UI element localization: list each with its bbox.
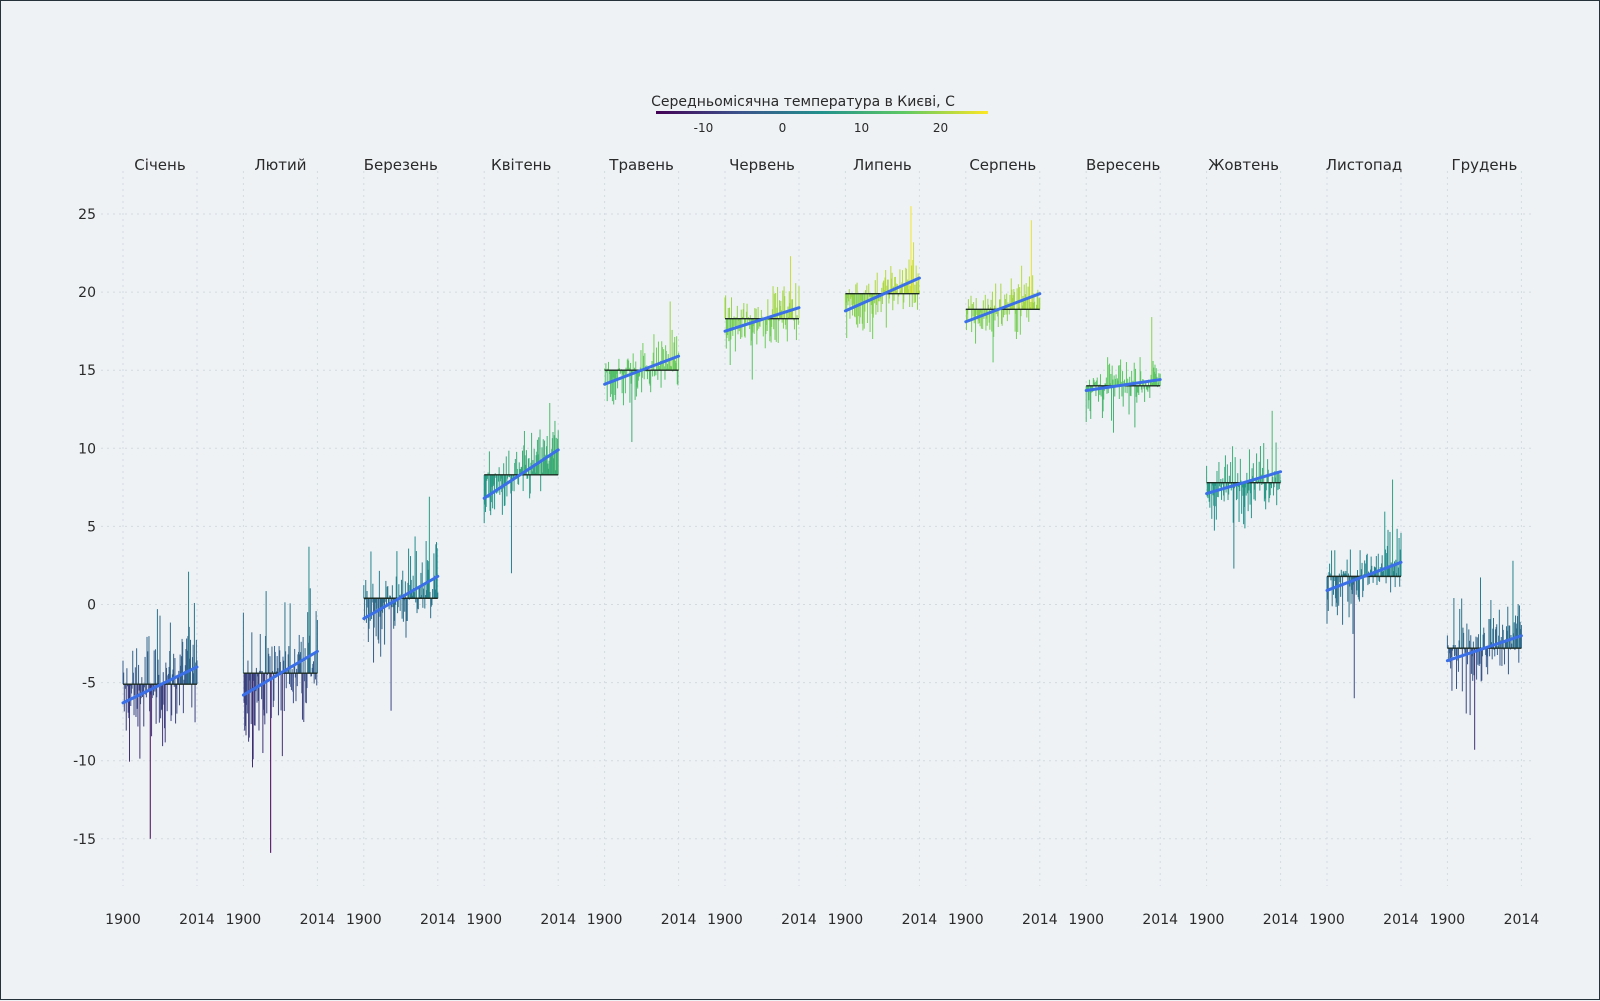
month-label: Квітень	[491, 156, 551, 174]
x-tick-label: 1900	[1430, 912, 1466, 928]
axes: -15 -10 -5 0 5 10 15 20 25 Січень 1900 2014 Лютий 190…	[73, 156, 1539, 928]
month-label: Травень	[608, 156, 674, 174]
y-tick-label: 15	[78, 363, 96, 379]
grid	[101, 171, 1531, 886]
x-tick-label: 2014	[902, 912, 938, 928]
x-tick-label: 1900	[1309, 912, 1345, 928]
y-tick-label: 10	[78, 441, 96, 457]
colorbar-tick-label: 10	[854, 121, 869, 135]
x-tick-label: 2014	[1022, 912, 1058, 928]
x-tick-label: 1900	[948, 912, 984, 928]
trend-line	[1205, 470, 1283, 496]
month-label: Липень	[853, 156, 912, 174]
y-tick-label: -10	[73, 754, 96, 770]
month-label: Жовтень	[1208, 156, 1279, 174]
x-tick-label: 2014	[661, 912, 697, 928]
month-label: Серпень	[969, 156, 1036, 174]
trend-line	[121, 665, 199, 705]
y-tick-label: 20	[78, 285, 96, 301]
x-tick-label: 2014	[781, 912, 817, 928]
trend-line	[362, 574, 440, 621]
x-tick-label: 1900	[707, 912, 743, 928]
month-label: Червень	[729, 156, 795, 174]
x-tick-label: 1900	[587, 912, 623, 928]
x-tick-label: 2014	[1504, 912, 1540, 928]
trend-line	[603, 354, 681, 386]
month-label: Березень	[364, 156, 438, 174]
colorbar-tick-label: -10	[694, 121, 714, 135]
y-tick-label: 5	[87, 519, 96, 535]
x-tick-label: 1900	[226, 912, 262, 928]
colorbar-tick-label: 0	[779, 121, 787, 135]
bars	[122, 206, 1522, 853]
month-label: Листопад	[1326, 156, 1403, 174]
y-tick-label: -5	[82, 676, 96, 692]
x-tick-label: 2014	[179, 912, 215, 928]
x-tick-label: 2014	[1142, 912, 1178, 928]
month-label: Грудень	[1452, 156, 1518, 174]
trend-lines	[121, 276, 1523, 705]
trend-line	[964, 292, 1042, 324]
y-tick-label: -15	[73, 832, 96, 848]
trend-line	[843, 276, 921, 313]
x-tick-label: 2014	[1383, 912, 1419, 928]
month-label: Січень	[134, 156, 185, 174]
colorbar-legend: Середньомісячна температура в Києві, С -…	[651, 94, 988, 135]
x-tick-label: 2014	[300, 912, 336, 928]
mean-lines	[123, 292, 1522, 685]
trend-line	[1445, 634, 1523, 663]
x-tick-label: 2014	[540, 912, 576, 928]
x-tick-label: 1900	[346, 912, 382, 928]
x-tick-label: 1900	[828, 912, 864, 928]
x-tick-label: 2014	[420, 912, 456, 928]
x-tick-label: 1900	[466, 912, 502, 928]
y-tick-label: 25	[78, 207, 96, 223]
colorbar	[656, 111, 988, 114]
x-tick-label: 1900	[105, 912, 141, 928]
x-tick-label: 1900	[1068, 912, 1104, 928]
month-label: Лютий	[254, 156, 306, 174]
chart-title: Середньомісячна температура в Києві, С	[651, 94, 955, 110]
y-tick-label: 0	[87, 598, 96, 614]
month-label: Вересень	[1086, 156, 1160, 174]
trend-line	[723, 306, 801, 333]
x-tick-label: 1900	[1189, 912, 1225, 928]
trend-line	[241, 649, 319, 697]
trend-line	[1325, 560, 1403, 592]
trend-line	[482, 448, 560, 500]
trend-line	[1084, 378, 1162, 393]
x-tick-label: 2014	[1263, 912, 1299, 928]
colorbar-tick-label: 20	[933, 121, 948, 135]
